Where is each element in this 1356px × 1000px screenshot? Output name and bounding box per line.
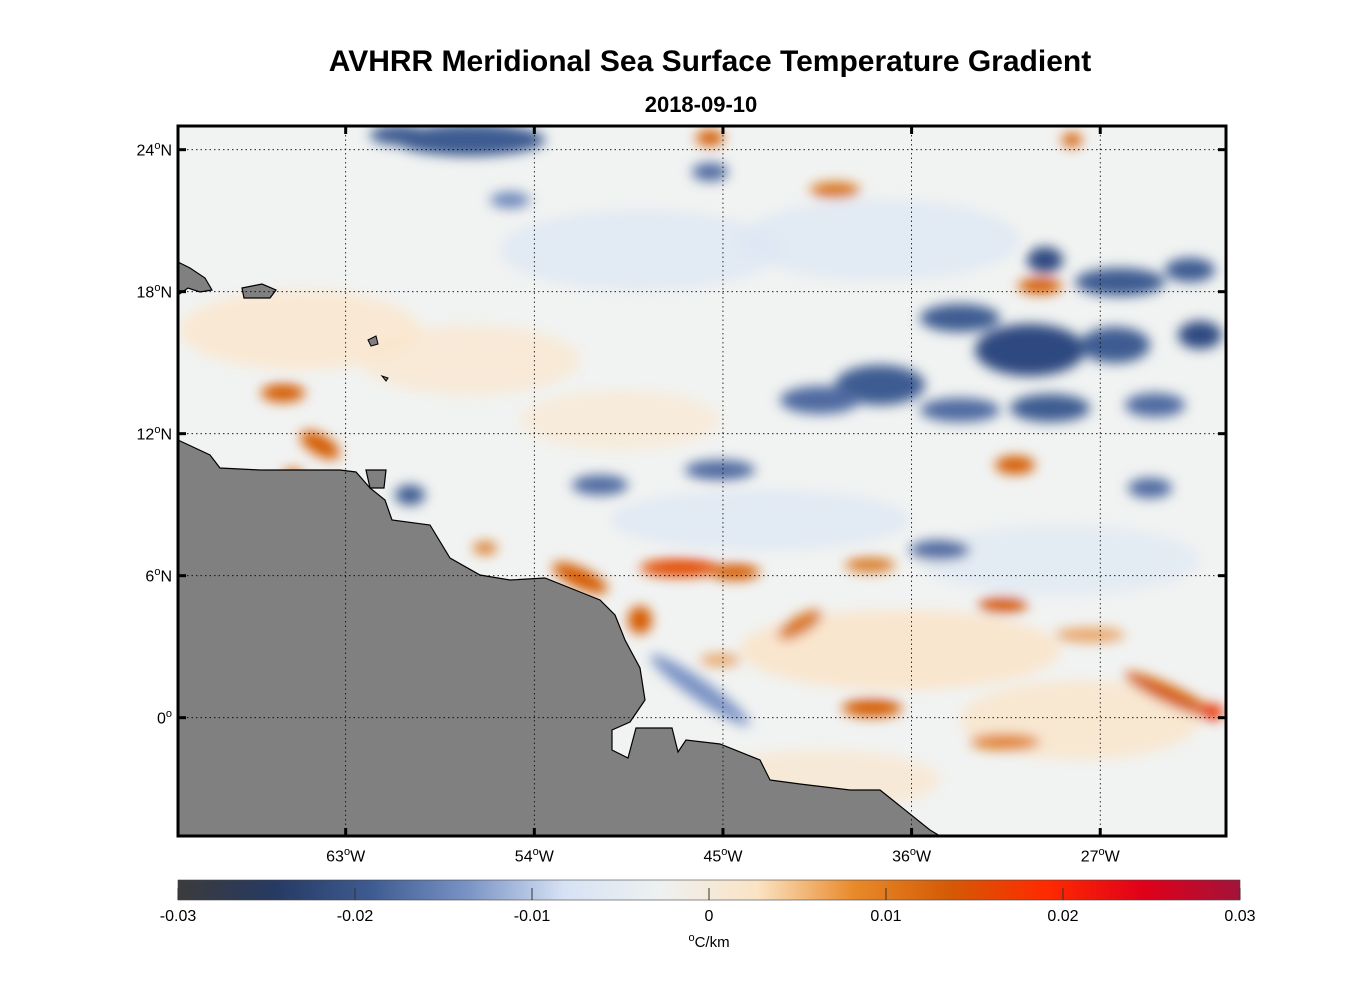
small-island — [380, 374, 389, 382]
cool-patch — [920, 525, 1200, 595]
colorbar-tick-label: 0.03 — [1224, 908, 1256, 925]
positive-front — [842, 699, 902, 717]
negative-front — [1010, 394, 1090, 422]
positive-front — [810, 182, 860, 198]
axis-ticks — [178, 126, 1226, 836]
warm-patch — [520, 390, 720, 450]
small-island — [367, 335, 379, 347]
colorbar-tick-label: 0.02 — [1047, 908, 1079, 925]
negative-front — [685, 460, 755, 480]
negative-front — [1075, 268, 1165, 296]
lat-label: 18oN — [136, 281, 172, 301]
south-america-land — [178, 439, 942, 836]
positive-front — [696, 130, 724, 146]
negative-front — [910, 540, 970, 560]
positive-front — [1018, 278, 1062, 294]
warm-patch — [180, 290, 420, 370]
positive-front — [1062, 133, 1082, 147]
warm-patch — [740, 610, 1060, 690]
lat-label: 0o — [156, 707, 172, 727]
lat-label: 6oN — [145, 565, 172, 585]
negative-front — [835, 365, 925, 405]
positive-front — [1055, 628, 1125, 642]
positive-front — [628, 606, 652, 634]
colorbar-tick-label: 0.01 — [870, 908, 902, 925]
positive-front — [300, 431, 340, 459]
colorbar-tick-label: 0 — [704, 908, 714, 925]
positive-front — [1200, 704, 1224, 720]
negative-front — [370, 126, 430, 145]
negative-front — [1027, 247, 1063, 273]
lon-label: 45oW — [703, 846, 743, 866]
positive-front — [640, 559, 720, 577]
positive-front — [473, 542, 497, 554]
positive-front — [552, 562, 608, 594]
negative-front — [490, 192, 530, 208]
gradient-field — [178, 126, 1224, 836]
negative-front — [1080, 327, 1150, 363]
lon-label: 54oW — [514, 846, 554, 866]
trinidad-island — [365, 469, 387, 489]
lat-label: 12oN — [136, 423, 172, 443]
negative-front — [1178, 321, 1222, 349]
negative-front — [650, 654, 750, 726]
cool-patch — [740, 200, 1020, 280]
colorbar-unit: oC/km — [688, 932, 730, 951]
negative-front — [692, 163, 728, 181]
graticule — [178, 126, 1226, 836]
colorbar-tick-label: -0.01 — [513, 908, 551, 925]
negative-front — [1125, 393, 1185, 417]
positive-front — [970, 734, 1040, 750]
caribbean-island-west — [178, 261, 213, 296]
negative-front — [975, 324, 1085, 376]
positive-front — [1124, 672, 1216, 718]
cool-patch — [610, 490, 910, 550]
negative-front — [780, 386, 860, 414]
negative-front — [920, 398, 1000, 422]
warm-patch — [360, 325, 580, 395]
lon-label: 63oW — [326, 846, 366, 866]
positive-front — [710, 564, 760, 580]
negative-front — [572, 475, 628, 495]
positive-front — [978, 597, 1028, 613]
positive-front — [261, 384, 305, 402]
cool-patch — [500, 210, 780, 290]
positive-front — [845, 558, 895, 572]
negative-front — [920, 304, 1000, 332]
negative-front — [395, 126, 545, 156]
map-date: 2018-09-10 — [644, 92, 758, 117]
colorbar-tick-label: -0.02 — [336, 908, 374, 925]
negative-front — [1128, 478, 1172, 498]
negative-front — [1165, 258, 1215, 282]
map-title: AVHRR Meridional Sea Surface Temperature… — [328, 45, 1092, 78]
negative-front — [395, 485, 425, 505]
colorbar-ticks — [177, 888, 1241, 900]
lon-label: 36oW — [892, 846, 932, 866]
colorbar-tick-label: -0.03 — [159, 908, 197, 925]
positive-front — [995, 456, 1035, 474]
caribbean-island-puerto-rico — [241, 283, 277, 299]
lat-label: 24oN — [136, 139, 172, 159]
positive-front — [777, 610, 823, 640]
map-frame — [176, 124, 1228, 838]
gradient-features — [180, 126, 1224, 810]
positive-front — [700, 654, 740, 666]
lon-label: 27oW — [1080, 846, 1120, 866]
